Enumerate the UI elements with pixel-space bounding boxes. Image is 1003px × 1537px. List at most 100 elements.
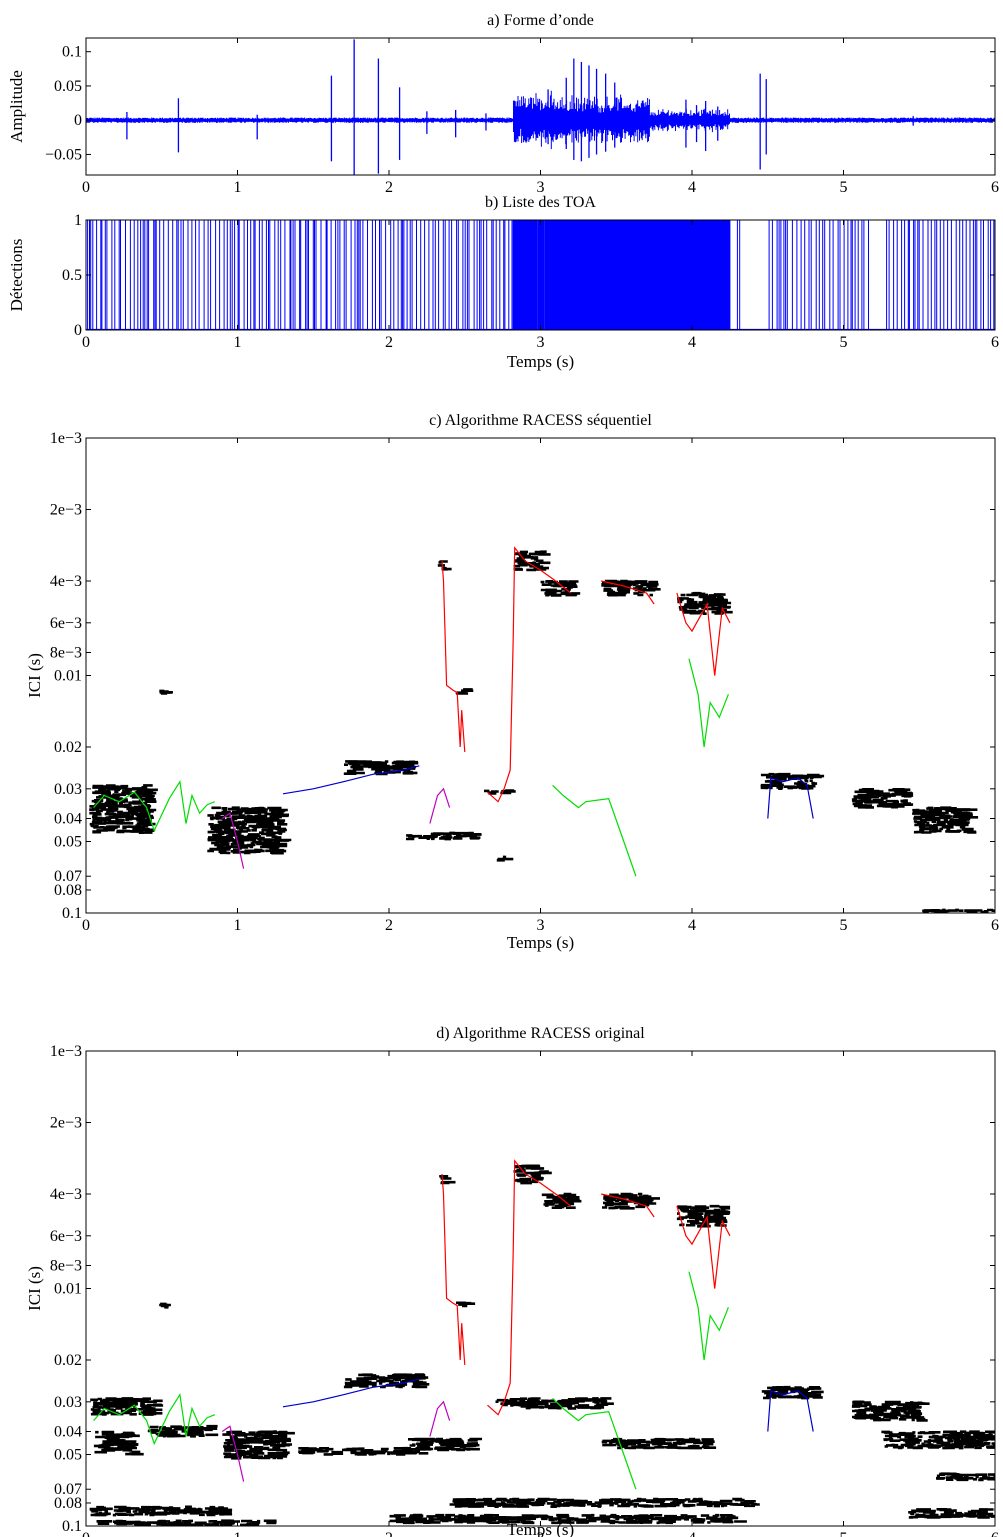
y-tick-label: 0.07	[54, 868, 82, 885]
y-axis-label-c: ICI (s)	[25, 653, 44, 698]
density-blob-19	[761, 1385, 824, 1400]
density-blob-6	[343, 1373, 430, 1389]
y-tick-label: 8e−3	[50, 1257, 82, 1274]
x-tick-label: 5	[840, 917, 848, 934]
x-tick-label: 4	[688, 1530, 696, 1537]
density-blob-14	[676, 1204, 731, 1228]
x-tick-label: 4	[688, 179, 696, 196]
x-tick-label: 6	[991, 179, 999, 196]
x-axis-label-b: Temps (s)	[507, 352, 574, 371]
y-axis-label-d: ICI (s)	[25, 1266, 44, 1311]
density-blob-8	[405, 1437, 482, 1452]
density-blob-7	[513, 550, 551, 572]
density-marks-5	[455, 688, 474, 695]
y-tick-label: 8e−3	[50, 644, 82, 661]
density-marks-20	[851, 1400, 930, 1422]
panel-a: 0 1 2 3 4 5 60.10.050−0.05a) Forme d’ondeAmpli…	[7, 12, 999, 196]
x-tick-label: 6	[991, 1530, 999, 1537]
track-d-1	[221, 1425, 245, 1482]
track-d-5	[487, 1159, 572, 1416]
track-c-10	[767, 777, 814, 819]
track-c-5	[487, 546, 572, 803]
track-d-10	[767, 1390, 814, 1432]
density-blob-4	[437, 560, 452, 571]
density-marks-8	[405, 1437, 482, 1452]
density-marks-2	[147, 1424, 219, 1438]
density-blob-14	[159, 689, 173, 695]
track-c-7	[676, 592, 731, 676]
density-marks-6	[484, 789, 516, 795]
density-blob-13	[912, 806, 979, 834]
density-marks-16	[922, 908, 995, 913]
density-blob-6	[484, 789, 516, 795]
x-tick-label: 3	[537, 1530, 545, 1537]
x-axis-label-c: Temps (s)	[507, 933, 574, 952]
density-marks-22	[936, 1472, 995, 1482]
density-marks-15	[496, 855, 514, 862]
track-d-2	[282, 1378, 420, 1408]
x-tick-label: 2	[385, 334, 393, 351]
y-axis-label-b: Détections	[7, 239, 26, 312]
density-blob-3	[89, 1505, 233, 1517]
density-blob-0	[90, 1397, 164, 1416]
x-tick-label: 5	[840, 334, 848, 351]
density-blob-16	[922, 908, 995, 913]
y-tick-label: 0.02	[54, 1352, 82, 1369]
density-marks-2	[343, 760, 419, 776]
chart-title-b: b) Liste des TOA	[485, 194, 596, 211]
y-tick-label: −0.05	[45, 146, 82, 163]
density-marks-4	[96, 1519, 277, 1526]
track-d-8	[552, 1397, 637, 1490]
x-tick-label: 5	[840, 1530, 848, 1537]
density-blob-23	[908, 1508, 995, 1519]
density-blob-2	[147, 1424, 219, 1438]
y-tick-label: 0.04	[54, 810, 82, 827]
density-blob-9	[439, 1175, 456, 1185]
x-tick-label: 5	[840, 179, 848, 196]
y-tick-label: 0.05	[54, 834, 82, 851]
panel-d: 0 1 2 3 4 5 6 1e−3 2e−3 4e−3 6e−3 8e−3 0.01 0.02 0.03 0…	[25, 1025, 999, 1537]
density-blob-24	[159, 1302, 171, 1309]
track-c-8	[552, 784, 637, 877]
y-tick-label: 0.05	[54, 1447, 82, 1464]
density-marks-16	[601, 1437, 717, 1450]
track-d-0	[93, 1392, 216, 1446]
density-marks-6	[343, 1373, 430, 1389]
density-marks-3	[89, 1505, 233, 1517]
y-tick-label: 0.03	[54, 781, 82, 798]
y-tick-label: 6e−3	[50, 1228, 82, 1245]
x-tick-label: 0	[82, 917, 90, 934]
density-marks-19	[761, 1385, 824, 1400]
density-marks-18	[389, 1513, 747, 1525]
density-marks-1	[207, 806, 292, 855]
density-blob-4	[96, 1519, 277, 1526]
y-tick-label: 0.08	[54, 882, 82, 899]
density-marks-3	[406, 831, 482, 841]
chart-title-c: c) Algorithme RACESS séquentiel	[429, 412, 652, 429]
track-d-6	[600, 1193, 655, 1218]
x-tick-label: 4	[688, 917, 696, 934]
density-blob-18	[389, 1513, 747, 1525]
y-tick-label: 0	[74, 112, 82, 129]
x-tick-label: 0	[82, 1530, 90, 1537]
track-d-3	[429, 1400, 451, 1437]
y-tick-label: 4e−3	[50, 1186, 82, 1203]
x-tick-label: 1	[234, 334, 242, 351]
x-tick-label: 1	[234, 917, 242, 934]
density-blob-12	[541, 1192, 582, 1209]
x-tick-label: 3	[537, 917, 545, 934]
y-tick-label: 0.08	[54, 1495, 82, 1512]
density-marks-4	[437, 560, 452, 571]
density-marks-24	[159, 1302, 171, 1309]
y-tick-label: 1	[74, 212, 82, 229]
x-tick-label: 6	[991, 917, 999, 934]
y-tick-label: 0.02	[54, 739, 82, 756]
plot-content-a	[86, 39, 995, 175]
panel-b: 0 1 2 3 4 5 6 1 0.5 0 b) Liste des TOA Temps (s) Dét…	[7, 194, 999, 371]
density-blob-11	[513, 1164, 552, 1185]
density-marks-9	[439, 1175, 456, 1185]
density-blob-3	[406, 831, 482, 841]
density-marks-21	[881, 1430, 995, 1450]
track-c-6	[600, 580, 655, 605]
